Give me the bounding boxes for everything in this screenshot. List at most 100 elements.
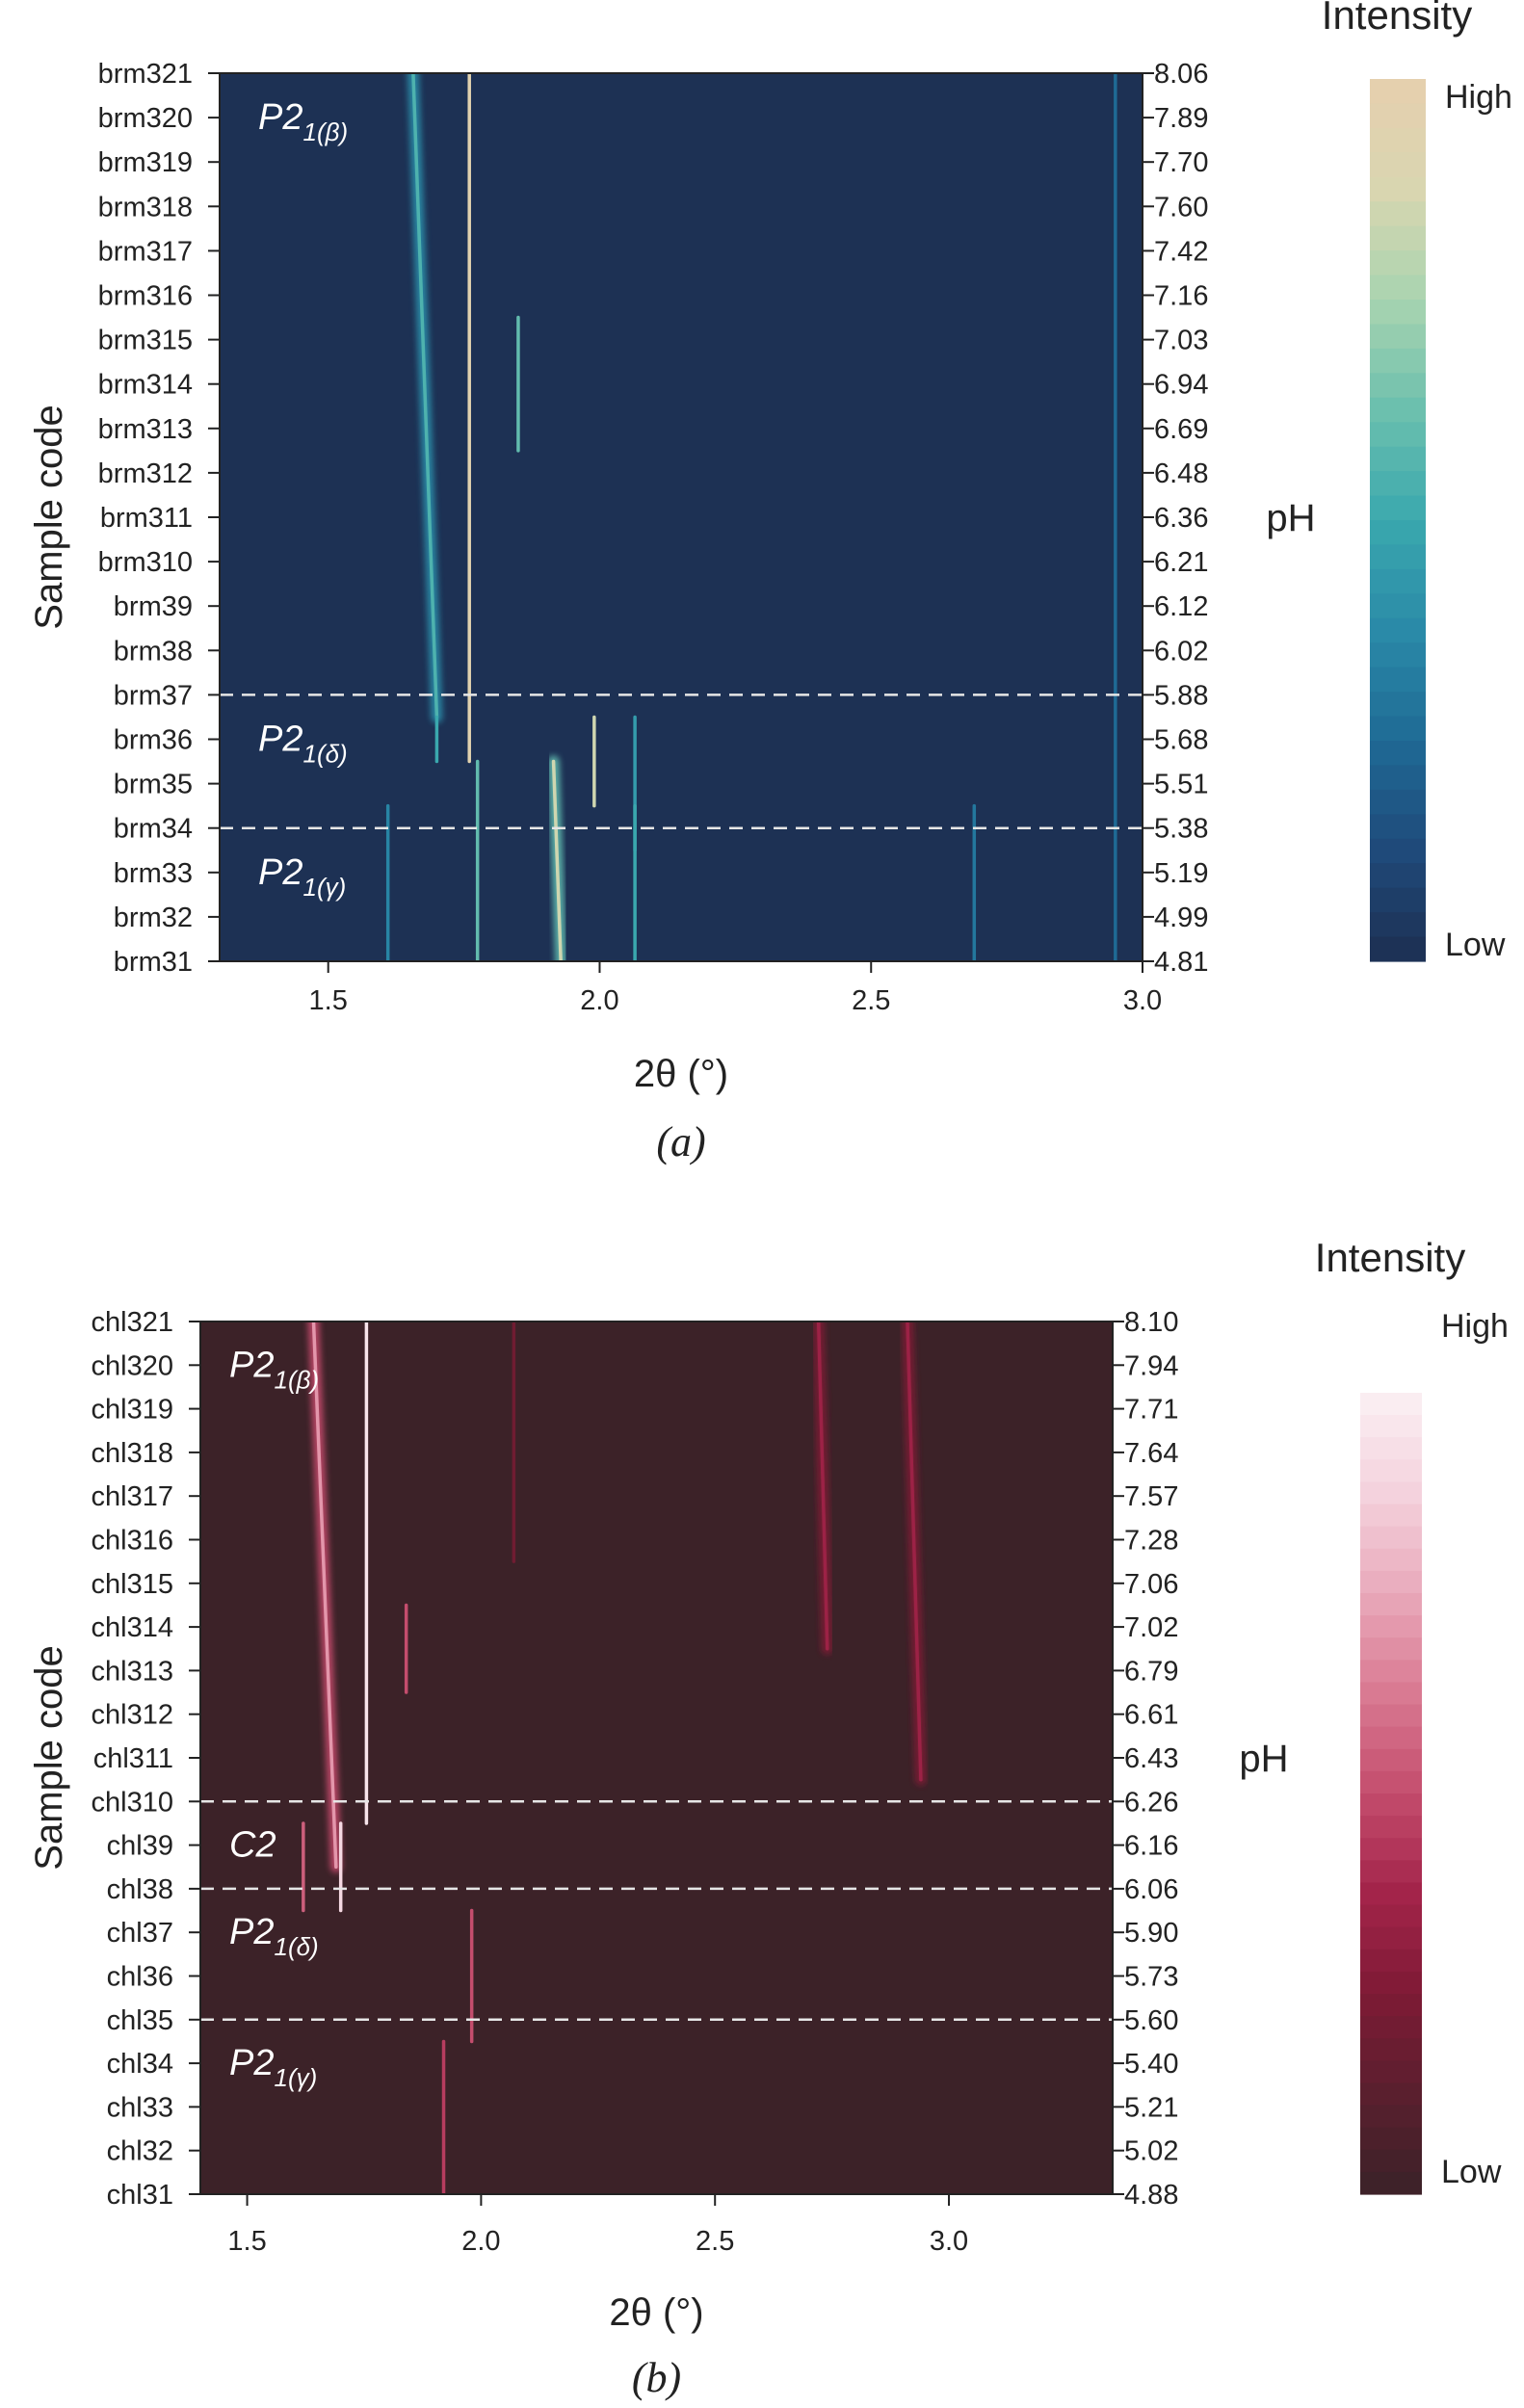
- colorbar-step: [1360, 1682, 1422, 1706]
- ph-label: 5.21: [1124, 2092, 1178, 2123]
- peak-layer: [381, 73, 1121, 961]
- ph-label: 5.02: [1124, 2136, 1178, 2167]
- heatmap-panel-a: brm321 8.06 brm320 7.89 brm319 7.70 brm318 7.60…: [28, 0, 1512, 1165]
- colorbar-step: [1360, 2127, 1422, 2151]
- panel-label: (b): [632, 2354, 681, 2401]
- heatmap-background: [220, 73, 1143, 961]
- colorbar-step: [1370, 568, 1426, 594]
- ph-label: 7.94: [1124, 1350, 1178, 1381]
- ph-label: 7.71: [1124, 1395, 1178, 1426]
- ph-label: 5.73: [1124, 1962, 1178, 1993]
- colorbar-step: [1370, 716, 1426, 742]
- ph-label: 7.06: [1124, 1569, 1178, 1600]
- ph-label: 8.06: [1154, 59, 1208, 90]
- sample-code-label: brm313: [98, 414, 193, 445]
- colorbar-step: [1360, 1926, 1422, 1950]
- ph-axis-title: pH: [1239, 1738, 1288, 1780]
- ph-label: 8.10: [1124, 1307, 1178, 1338]
- colorbar-step: [1360, 1994, 1422, 2017]
- ph-label: 6.43: [1124, 1743, 1178, 1774]
- colorbar-step: [1360, 1704, 1422, 1728]
- colorbar-step: [1360, 1504, 1422, 1528]
- colorbar-low-label: Low: [1445, 927, 1506, 963]
- colorbar-step: [1360, 2060, 1422, 2084]
- heatmap-background: [200, 1322, 1113, 2194]
- colorbar-step: [1370, 300, 1426, 326]
- colorbar-step: [1360, 1949, 1422, 1973]
- sample-code-label: brm31: [114, 947, 193, 978]
- ph-label: 7.60: [1154, 192, 1208, 222]
- colorbar-step: [1370, 789, 1426, 815]
- colorbar-step: [1370, 225, 1426, 251]
- ph-label: 6.26: [1124, 1787, 1178, 1818]
- ph-label: 4.99: [1154, 903, 1208, 933]
- colorbar-step: [1360, 1415, 1422, 1438]
- sample-code-label: chl314: [92, 1612, 173, 1643]
- sample-code-label: brm310: [98, 547, 193, 578]
- sample-code-label: chl321: [92, 1307, 173, 1338]
- colorbar-step: [1370, 422, 1426, 448]
- phase-region-label: C2: [229, 1825, 276, 1866]
- ph-label: 7.16: [1154, 281, 1208, 312]
- colorbar-step: [1360, 1748, 1422, 1772]
- colorbar-step: [1370, 642, 1426, 668]
- colorbar-low-label: Low: [1441, 2154, 1502, 2190]
- colorbar-step: [1360, 1637, 1422, 1661]
- ph-label: 6.79: [1124, 1656, 1178, 1687]
- ph-axis-title: pH: [1266, 497, 1315, 539]
- y-axis-title: Sample code: [28, 1645, 70, 1870]
- peak-core: [816, 1322, 829, 1651]
- sample-code-label: chl313: [92, 1656, 173, 1687]
- sample-code-label: brm34: [114, 814, 193, 845]
- colorbar-step: [1370, 152, 1426, 178]
- phase-region-label: P21(γ): [229, 2043, 317, 2092]
- colorbar-step: [1360, 1860, 1422, 1884]
- ph-label: 7.42: [1154, 236, 1208, 267]
- colorbar-step: [1360, 1570, 1422, 1594]
- colorbar-step: [1360, 1548, 1422, 1572]
- sample-code-label: brm314: [98, 370, 193, 401]
- panel-label: (a): [656, 1118, 705, 1165]
- colorbar-step: [1360, 1770, 1422, 1794]
- ph-label: 5.51: [1154, 770, 1208, 800]
- peak-line: [547, 755, 567, 961]
- ph-label: 4.81: [1154, 947, 1208, 978]
- colorbar-step: [1360, 1904, 1422, 1928]
- colorbar-step: [1360, 1971, 1422, 1995]
- sample-code-label: brm320: [98, 103, 193, 134]
- sample-code-label: chl316: [92, 1526, 173, 1557]
- sample-code-label: chl35: [107, 2005, 173, 2036]
- sample-code-label: chl319: [92, 1395, 173, 1426]
- colorbar-step: [1370, 79, 1426, 105]
- ph-label: 7.03: [1154, 326, 1208, 356]
- colorbar-step: [1370, 324, 1426, 350]
- sample-code-label: brm38: [114, 636, 193, 667]
- peak-line: [407, 73, 443, 723]
- colorbar-high-label: High: [1441, 1308, 1509, 1345]
- ph-label: 6.06: [1124, 1874, 1178, 1905]
- x-axis-title: 2θ (°): [634, 1053, 728, 1095]
- sample-code-label: chl318: [92, 1438, 173, 1469]
- ph-label: 4.88: [1124, 2180, 1178, 2211]
- ph-label: 5.60: [1124, 2005, 1178, 2036]
- colorbar-step: [1370, 936, 1426, 962]
- heatmap-panel-b: chl321 8.10 chl320 7.94 chl319 7.71 chl318 7.64…: [28, 1235, 1509, 2401]
- sample-code-label: brm321: [98, 59, 193, 90]
- ph-label: 7.89: [1154, 103, 1208, 134]
- phase-region-label: P21(δ): [258, 720, 348, 769]
- peak-line: [901, 1322, 927, 1786]
- colorbar-step: [1370, 617, 1426, 643]
- colorbar-step: [1360, 2149, 1422, 2173]
- sample-code-label: brm315: [98, 326, 193, 356]
- ph-label: 6.02: [1154, 636, 1208, 667]
- colorbar-step: [1370, 838, 1426, 864]
- ph-label: 7.02: [1124, 1612, 1178, 1643]
- colorbar-step: [1370, 544, 1426, 570]
- colorbar-step: [1370, 176, 1426, 202]
- x-tick-label: 2.5: [852, 985, 890, 1016]
- colorbar-step: [1360, 1660, 1422, 1684]
- colorbar-step: [1360, 1393, 1422, 1416]
- peak-core: [411, 73, 439, 720]
- x-tick-label: 2.0: [580, 985, 618, 1016]
- sample-code-label: brm32: [114, 903, 193, 933]
